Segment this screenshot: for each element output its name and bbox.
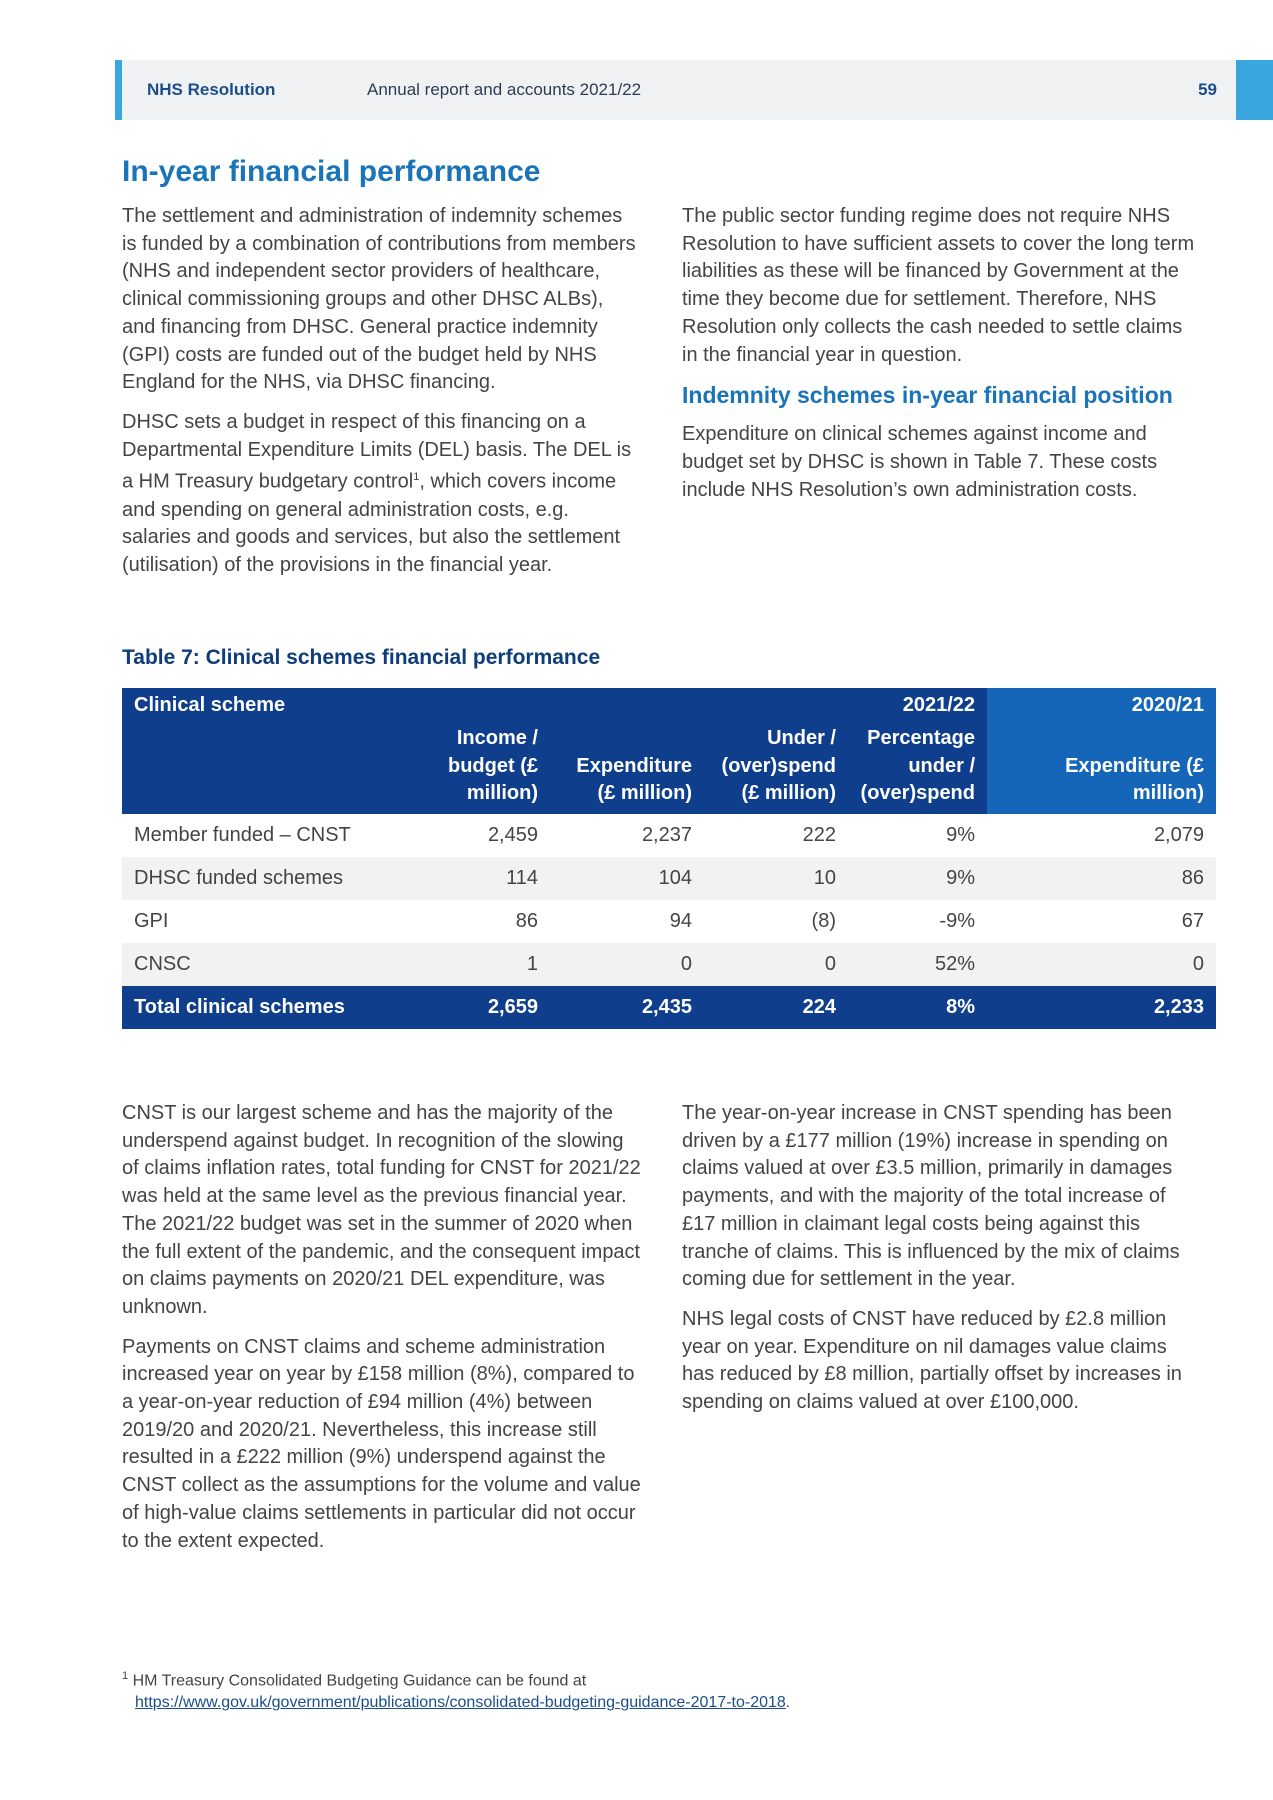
page-tab	[1236, 60, 1273, 120]
footnote-text: HM Treasury Consolidated Budgeting Guida…	[132, 1672, 587, 1690]
cell: Total clinical schemes	[122, 985, 416, 1029]
cell: 0	[550, 942, 704, 986]
lower-right-column: The year-on-year increase in CNST spendi…	[682, 1100, 1197, 1429]
footnote-ref[interactable]: 1	[413, 471, 420, 484]
running-header: NHS Resolution Annual report and account…	[115, 60, 1242, 120]
cell: 222	[802, 823, 836, 846]
cell: (8)	[811, 909, 836, 932]
header-org: NHS Resolution	[147, 80, 276, 99]
header-prior-expenditure: Expenditure (£ million)	[987, 721, 1216, 814]
table-row: GPI 86 94 (8) -9% 67	[122, 900, 1216, 943]
header-2020-21: 2020/21	[987, 688, 1216, 722]
cell: 2,459	[487, 823, 538, 846]
paragraph: The settlement and administration of ind…	[122, 205, 636, 394]
right-column: The public sector funding regime does no…	[682, 203, 1197, 516]
cell: 2,233	[987, 985, 1216, 1029]
text: , which covers income and spending on ge…	[122, 470, 621, 577]
paragraph: The public sector funding regime does no…	[682, 205, 1195, 366]
cell: 2,435	[550, 985, 704, 1029]
paragraph: Payments on CNST claims and scheme admin…	[122, 1335, 641, 1552]
header-income: Income / budget (£ million)	[416, 721, 550, 814]
cell: GPI	[134, 909, 169, 932]
cell: 104	[550, 856, 704, 900]
header-percentage: Percentage under / (over)spend	[848, 721, 987, 814]
table-row: DHSC funded schemes 114 104 10 9% 86	[122, 856, 1216, 900]
cell: 94	[669, 909, 692, 932]
header-report: Annual report and accounts 2021/22	[367, 80, 642, 99]
page-number: 59	[1198, 80, 1217, 99]
table-total-row: Total clinical schemes 2,659 2,435 224 8% 2,2…	[122, 985, 1216, 1029]
footnote-link[interactable]: https://www.gov.uk/government/publicatio…	[135, 1694, 786, 1712]
lower-left-column: CNST is our largest scheme and has the m…	[122, 1100, 642, 1567]
cell: Member funded – CNST	[134, 823, 351, 846]
cell: 1	[416, 942, 550, 986]
financial-table: Clinical scheme 2021/22 2020/21 Income /…	[122, 688, 1216, 1029]
cell: 224	[704, 985, 848, 1029]
header-clinical-scheme: Clinical scheme	[122, 688, 848, 722]
header-underspend: Under / (over)spend (£ million)	[704, 721, 848, 814]
paragraph: The year-on-year increase in CNST spendi…	[682, 1102, 1180, 1291]
subheading: Indemnity schemes in-year financial posi…	[682, 382, 1173, 409]
table-group-header: Clinical scheme 2021/22 2020/21	[122, 688, 1216, 722]
paragraph: DHSC sets a budget in respect of this fi…	[122, 409, 642, 580]
cell: 52%	[848, 942, 987, 986]
cell: 2,237	[641, 823, 692, 846]
table-column-header: Income / budget (£ million) Expenditure …	[122, 721, 1216, 814]
header-expenditure: Expenditure (£ million)	[550, 721, 704, 814]
cell: 8%	[848, 985, 987, 1029]
cell: 114	[416, 856, 550, 900]
footnote-mark: 1	[122, 1670, 129, 1682]
cell: 86	[987, 856, 1216, 900]
cell: 2,079	[1153, 823, 1204, 846]
header-2021-22: 2021/22	[848, 688, 987, 722]
cell: -9%	[939, 909, 975, 932]
cell: 2,659	[416, 985, 550, 1029]
left-column: The settlement and administration of ind…	[122, 203, 642, 592]
paragraph: NHS legal costs of CNST have reduced by …	[682, 1307, 1182, 1414]
cell: 9%	[946, 823, 975, 846]
footnote-period: .	[785, 1694, 791, 1712]
table-row: CNSC 1 0 0 52% 0	[122, 942, 1216, 986]
table-row: Member funded – CNST 2,459 2,237 222 9% 2,079	[122, 814, 1216, 857]
header-blank	[122, 721, 416, 814]
cell: 86	[515, 909, 538, 932]
cell: CNSC	[122, 942, 416, 986]
cell: 0	[704, 942, 848, 986]
text: DHSC sets a budget in respect of this fi…	[122, 410, 632, 493]
table-title: Table 7: Clinical schemes financial perf…	[122, 646, 601, 669]
paragraph: Expenditure on clinical schemes against …	[682, 423, 1158, 501]
cell: 0	[987, 942, 1216, 986]
cell: 67	[1181, 909, 1204, 932]
footnote: 1 HM Treasury Consolidated Budgeting Gui…	[122, 1665, 790, 1714]
cell: 9%	[848, 856, 987, 900]
cell: DHSC funded schemes	[122, 856, 416, 900]
page-title: In-year financial performance	[122, 155, 541, 188]
cell: 10	[704, 856, 848, 900]
paragraph: CNST is our largest scheme and has the m…	[122, 1102, 641, 1318]
